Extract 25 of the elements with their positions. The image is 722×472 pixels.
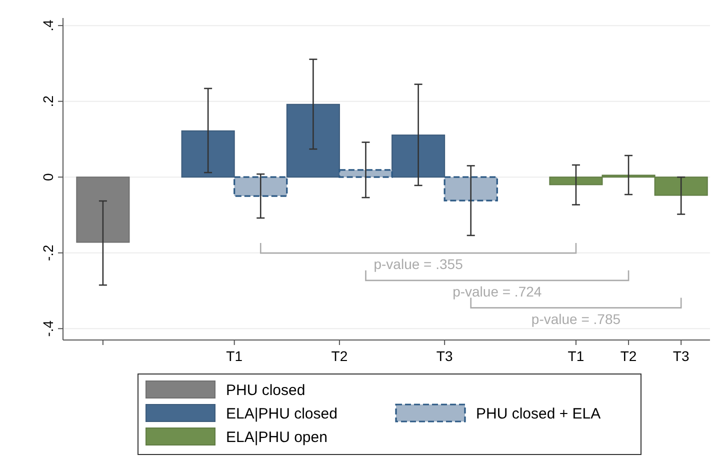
legend-label: PHU closed + ELA: [476, 406, 601, 422]
annotation: p-value = .724: [452, 283, 542, 300]
y-tick-label: -.2: [40, 244, 56, 262]
bar: [181, 130, 235, 178]
annotation: p-value = .785: [531, 310, 621, 327]
x-tick-label: T1: [568, 348, 584, 364]
legend-label: ELA|PHU closed: [226, 406, 338, 422]
bar: [76, 176, 130, 243]
annotation: p-value = .355: [374, 256, 464, 272]
x-tick-label: T3: [672, 348, 690, 364]
bar: [444, 176, 498, 202]
x-tick-label: T2: [620, 348, 637, 364]
y-tick-label: 0: [40, 173, 56, 182]
y-tick-label: -.4: [40, 320, 56, 337]
x-tick-label: T3: [436, 348, 453, 364]
y-tick-label: .2: [40, 95, 56, 108]
legend-label: ELA|PHU open: [226, 429, 328, 446]
bar: [234, 176, 288, 197]
y-tick-label: .4: [40, 20, 56, 32]
bar: [286, 104, 340, 178]
bar: [392, 134, 446, 178]
x-tick-label: T1: [226, 348, 243, 364]
x-tick-label: T2: [331, 348, 348, 364]
bar: [338, 169, 393, 178]
legend-label: PHU closed: [226, 382, 306, 399]
